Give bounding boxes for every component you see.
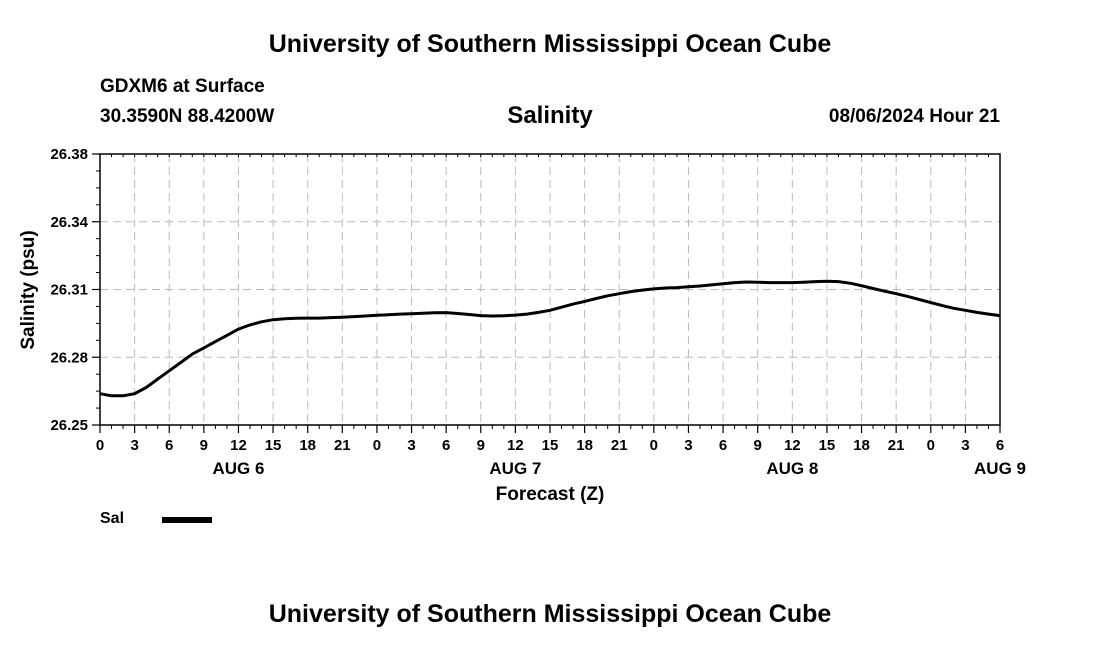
x-tick-label: 15 bbox=[819, 437, 836, 454]
coordinates-label: 30.3590N 88.4200W bbox=[100, 106, 275, 127]
x-tick-label: 6 bbox=[719, 437, 727, 454]
x-tick-label: 0 bbox=[96, 437, 104, 454]
x-tick-label: 21 bbox=[334, 437, 351, 454]
y-tick-label: 26.38 bbox=[50, 146, 88, 163]
plot-frame bbox=[99, 153, 1001, 426]
x-tick-label: 0 bbox=[650, 437, 658, 454]
datetime-label: 08/06/2024 Hour 21 bbox=[828, 106, 1000, 127]
date-label: AUG 8 bbox=[766, 459, 818, 478]
x-tick-label: 0 bbox=[927, 437, 935, 454]
chart-title: Salinity bbox=[507, 102, 593, 129]
date-label: AUG 9 bbox=[974, 459, 1026, 478]
x-axis-label: Forecast (Z) bbox=[496, 484, 605, 505]
x-tick-label: 3 bbox=[961, 437, 969, 454]
x-tick-label: 3 bbox=[684, 437, 692, 454]
axis-ticks bbox=[92, 153, 1001, 433]
x-tick-label: 12 bbox=[507, 437, 524, 454]
date-label: AUG 6 bbox=[212, 459, 264, 478]
x-tick-label: 6 bbox=[996, 437, 1004, 454]
legend-swatch bbox=[162, 517, 212, 523]
station-label: GDXM6 at Surface bbox=[100, 76, 265, 97]
grid bbox=[100, 154, 1000, 425]
x-tick-label: 21 bbox=[888, 437, 905, 454]
axis-labels: 0 3 6 9 12 15 18 21 0 3 6 9 12 15 18 21 0 3 6 9 12 15 18 21 0 3 6 2… bbox=[50, 146, 1026, 478]
x-tick-label: 21 bbox=[611, 437, 628, 454]
x-tick-label: 18 bbox=[299, 437, 316, 454]
x-tick-label: 15 bbox=[542, 437, 559, 454]
x-tick-label: 9 bbox=[200, 437, 208, 454]
x-tick-label: 12 bbox=[230, 437, 247, 454]
x-tick-label: 18 bbox=[576, 437, 593, 454]
y-tick-label: 26.25 bbox=[50, 417, 88, 434]
y-tick-label: 26.28 bbox=[50, 349, 88, 366]
y-tick-label: 26.31 bbox=[50, 282, 88, 299]
bottom-title: University of Southern Mississippi Ocean… bbox=[268, 600, 832, 628]
x-tick-label: 3 bbox=[407, 437, 415, 454]
series-line-sal bbox=[99, 279, 1001, 398]
x-tick-label: 6 bbox=[442, 437, 450, 454]
x-tick-label: 12 bbox=[784, 437, 801, 454]
x-tick-label: 9 bbox=[754, 437, 762, 454]
y-axis-label: Salinity (psu) bbox=[18, 230, 39, 349]
x-tick-label: 9 bbox=[477, 437, 485, 454]
top-title: University of Southern Mississippi Ocean… bbox=[268, 30, 832, 58]
x-tick-label: 0 bbox=[373, 437, 381, 454]
x-tick-label: 6 bbox=[165, 437, 173, 454]
x-tick-label: 15 bbox=[265, 437, 282, 454]
y-tick-label: 26.34 bbox=[50, 214, 88, 231]
legend-label: Sal bbox=[100, 510, 125, 527]
date-label: AUG 7 bbox=[489, 459, 541, 478]
x-tick-label: 3 bbox=[130, 437, 138, 454]
x-tick-label: 18 bbox=[853, 437, 870, 454]
